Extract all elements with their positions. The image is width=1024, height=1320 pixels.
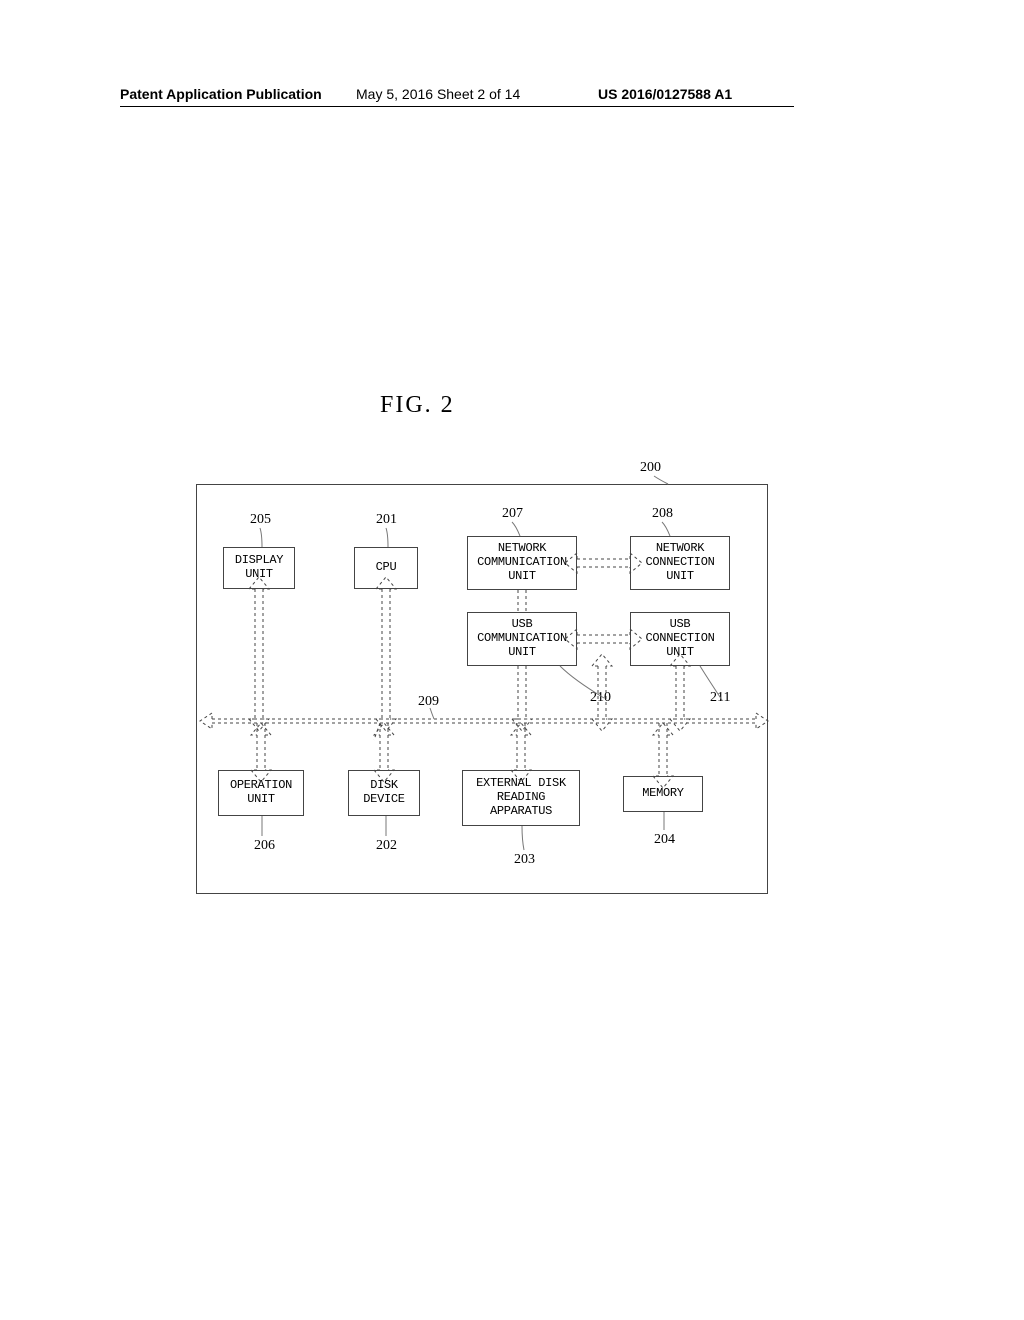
ref-211: 211 xyxy=(710,690,730,706)
block-ext-disk-reader: EXTERNAL DISKREADINGAPPARATUS xyxy=(462,770,580,826)
ref-201: 201 xyxy=(376,512,397,528)
leader-200 xyxy=(654,476,668,484)
block-display-unit: DISPLAYUNIT xyxy=(223,547,295,589)
ref-207: 207 xyxy=(502,506,523,522)
block-cpu: CPU xyxy=(354,547,418,589)
ref-210: 210 xyxy=(590,690,611,706)
ref-209: 209 xyxy=(418,694,439,710)
ref-200: 200 xyxy=(640,460,661,476)
block-usb-comm: USBCOMMUNICATIONUNIT xyxy=(467,612,577,666)
header-right: US 2016/0127588 A1 xyxy=(598,86,732,102)
page: Patent Application Publication May 5, 20… xyxy=(0,0,1024,1320)
block-net-conn: NETWORKCONNECTIONUNIT xyxy=(630,536,730,590)
header-left: Patent Application Publication xyxy=(120,86,322,102)
block-usb-conn: USBCONNECTIONUNIT xyxy=(630,612,730,666)
ref-204: 204 xyxy=(654,832,675,848)
header-rule xyxy=(120,106,794,107)
ref-203: 203 xyxy=(514,852,535,868)
block-operation-unit: OPERATIONUNIT xyxy=(218,770,304,816)
block-memory: MEMORY xyxy=(623,776,703,812)
ref-205: 205 xyxy=(250,512,271,528)
ref-202: 202 xyxy=(376,838,397,854)
block-net-comm: NETWORKCOMMUNICATIONUNIT xyxy=(467,536,577,590)
ref-206: 206 xyxy=(254,838,275,854)
block-disk-device: DISKDEVICE xyxy=(348,770,420,816)
ref-208: 208 xyxy=(652,506,673,522)
header-center: May 5, 2016 Sheet 2 of 14 xyxy=(356,86,520,102)
figure-label: FIG. 2 xyxy=(380,392,455,419)
